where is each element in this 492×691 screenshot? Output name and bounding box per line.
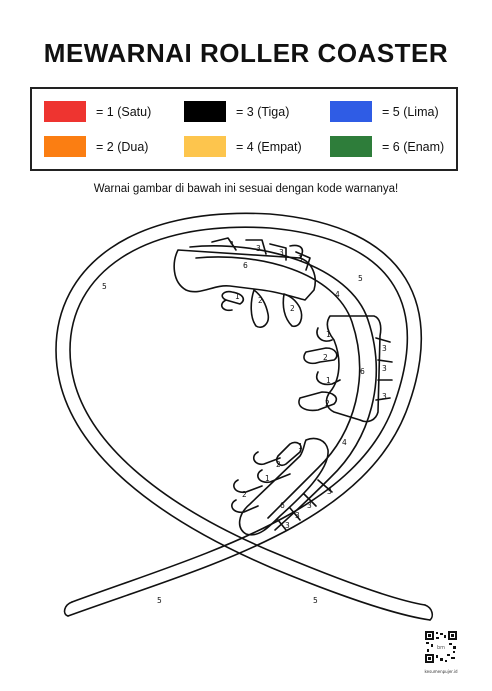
num-1: 1: [235, 292, 240, 301]
num-2: 2: [290, 304, 295, 313]
qr-code: bm: [425, 631, 457, 663]
legend-item-1: = 1 (Satu): [44, 101, 151, 122]
num-5: 5: [358, 274, 363, 283]
track-rail: [189, 245, 378, 531]
num-6: 6: [360, 367, 365, 376]
num-1: 1: [326, 376, 331, 385]
num-3: 3: [382, 344, 387, 353]
track-outer: [69, 226, 426, 606]
num-3: 3: [256, 244, 261, 253]
num-3: 3: [295, 511, 300, 520]
num-2: 2: [325, 399, 330, 408]
swatch-green: [330, 136, 372, 157]
qr-center-text: bm: [437, 645, 445, 651]
swatch-red: [44, 101, 86, 122]
num-3: 3: [382, 364, 387, 373]
instruction-text: Warnai gambar di bawah ini sesuai dengan…: [93, 183, 399, 195]
legend-item-5: = 5 (Lima): [330, 101, 439, 122]
num-3: 3: [382, 392, 387, 401]
num-4: 4: [342, 438, 347, 447]
num-1: 1: [326, 330, 331, 339]
swatch-blue: [330, 101, 372, 122]
num-1: 1: [298, 442, 303, 451]
num-3: 3: [285, 521, 290, 530]
num-2: 2: [242, 490, 247, 499]
num-2: 2: [323, 353, 328, 362]
num-3: 3: [298, 254, 303, 263]
legend-item-2: = 2 (Dua): [44, 136, 148, 157]
num-2: 2: [258, 296, 263, 305]
track-inner: [55, 212, 431, 621]
legend-label: = 4 (Empat): [236, 139, 302, 154]
num-3: 3: [279, 248, 284, 257]
legend-label: = 3 (Tiga): [236, 104, 290, 119]
color-legend: = 1 (Satu) = 3 (Tiga) = 5 (Lima) = 2 (Du…: [30, 87, 458, 171]
legend-label: = 5 (Lima): [382, 104, 439, 119]
swatch-orange: [44, 136, 86, 157]
legend-label: = 2 (Dua): [96, 139, 149, 154]
num-4: 4: [335, 290, 340, 299]
legend-item-4: = 4 (Empat): [184, 136, 302, 157]
car-top: [173, 249, 316, 301]
num-5: 5: [157, 596, 162, 605]
num-6: 6: [280, 501, 285, 510]
page-title: MEWARNAI ROLLER COASTER: [43, 38, 449, 68]
num-3: 3: [229, 240, 234, 249]
legend-label: = 1 (Satu): [96, 104, 152, 119]
num-2: 2: [276, 460, 281, 469]
legend-item-6: = 6 (Enam): [330, 136, 444, 157]
num-1: 1: [265, 474, 270, 483]
swatch-yellow: [184, 136, 226, 157]
car-right: [325, 315, 382, 423]
legend-item-3: = 3 (Tiga): [184, 101, 289, 122]
legend-label: = 6 (Enam): [382, 139, 445, 154]
num-3: 3: [307, 501, 312, 510]
num-5: 5: [313, 596, 318, 605]
num-5: 5: [102, 282, 107, 291]
num-6: 6: [243, 261, 248, 270]
qr-caption: kesumenpujer.id: [424, 669, 458, 674]
swatch-black: [184, 101, 226, 122]
num-3: 3: [327, 487, 332, 496]
car-bottom: [238, 437, 329, 536]
